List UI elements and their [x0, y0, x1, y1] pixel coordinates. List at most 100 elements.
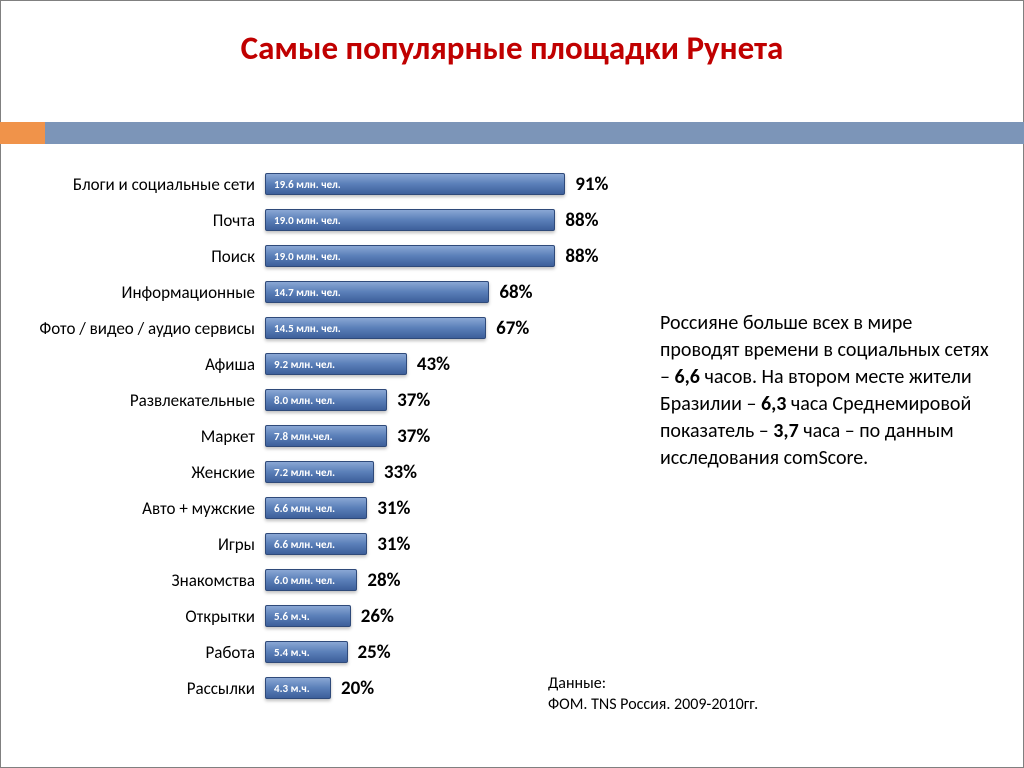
- bar-value-label: 5.4 м.ч.: [274, 646, 310, 659]
- bar: 7.2 млн. чел.: [265, 461, 374, 483]
- chart-row: Афиша 9.2 млн. чел. 43%: [0, 348, 640, 380]
- row-label: Женские: [0, 462, 265, 483]
- row-label: Информационные: [0, 282, 265, 303]
- bar-value-label: 6.6 млн. чел.: [274, 502, 335, 515]
- bar-value-label: 7.2 млн. чел.: [274, 466, 335, 479]
- row-label: Рассылки: [0, 678, 265, 699]
- bar: 14.7 млн. чел.: [265, 281, 489, 303]
- pct-label: 26%: [361, 605, 394, 628]
- bar-value-label: 8.0 млн. чел.: [274, 394, 335, 407]
- pct-label: 68%: [499, 281, 532, 304]
- bar-wrap: 14.7 млн. чел.: [265, 281, 489, 303]
- bar-wrap: 19.0 млн. чел.: [265, 209, 555, 231]
- chart-row: Игры 6.6 млн. чел. 31%: [0, 528, 640, 560]
- row-label: Работа: [0, 642, 265, 663]
- bar-wrap: 5.6 м.ч.: [265, 605, 351, 627]
- bar: 6.0 млн. чел.: [265, 569, 357, 591]
- row-label: Открытки: [0, 606, 265, 627]
- chart-row: Развлекательные 8.0 млн. чел. 37%: [0, 384, 640, 416]
- bar-wrap: 6.6 млн. чел.: [265, 497, 367, 519]
- pct-label: 88%: [565, 245, 598, 268]
- chart-row: Почта 19.0 млн. чел. 88%: [0, 204, 640, 236]
- row-label: Развлекательные: [0, 390, 265, 411]
- row-label: Блоги и социальные сети: [0, 174, 265, 195]
- row-label: Маркет: [0, 426, 265, 447]
- side-commentary: Россияне больше всех в мире проводят вре…: [660, 310, 990, 472]
- bar-value-label: 7.8 млн.чел.: [274, 430, 333, 443]
- side-bold: 3,7: [773, 419, 798, 443]
- bar-wrap: 6.0 млн. чел.: [265, 569, 357, 591]
- bar-wrap: 8.0 млн. чел.: [265, 389, 387, 411]
- pct-label: 31%: [377, 497, 410, 520]
- pct-label: 25%: [358, 641, 391, 664]
- source-line1: Данные:: [548, 674, 758, 695]
- bar: 19.0 млн. чел.: [265, 245, 555, 267]
- bar-value-label: 6.6 млн. чел.: [274, 538, 335, 551]
- accent-stripe: [0, 122, 1024, 144]
- bar-value-label: 14.7 млн. чел.: [274, 286, 341, 299]
- bar-wrap: 5.4 м.ч.: [265, 641, 348, 663]
- chart-row: Открытки 5.6 м.ч. 26%: [0, 600, 640, 632]
- accent-blue: [45, 122, 1024, 144]
- row-label: Поиск: [0, 246, 265, 267]
- bar-wrap: 7.8 млн.чел.: [265, 425, 387, 447]
- bar-wrap: 6.6 млн. чел.: [265, 533, 367, 555]
- pct-label: 43%: [417, 353, 450, 376]
- bar: 6.6 млн. чел.: [265, 533, 367, 555]
- pct-label: 31%: [377, 533, 410, 556]
- bar: 19.6 млн. чел.: [265, 173, 565, 195]
- bar: 14.5 млн. чел.: [265, 317, 486, 339]
- row-label: Игры: [0, 534, 265, 555]
- pct-label: 28%: [367, 569, 400, 592]
- bar: 9.2 млн. чел.: [265, 353, 407, 375]
- bar-value-label: 6.0 млн. чел.: [274, 574, 335, 587]
- pct-label: 91%: [575, 173, 608, 196]
- chart-row: Рассылки 4.3 м.ч. 20%: [0, 672, 640, 704]
- chart-row: Знакомства 6.0 млн. чел. 28%: [0, 564, 640, 596]
- pct-label: 88%: [565, 209, 598, 232]
- bar-wrap: 14.5 млн. чел.: [265, 317, 486, 339]
- pct-label: 37%: [397, 389, 430, 412]
- bar-value-label: 19.6 млн. чел.: [274, 178, 341, 191]
- bar: 19.0 млн. чел.: [265, 209, 555, 231]
- bar-value-label: 4.3 м.ч.: [274, 682, 310, 695]
- chart-row: Маркет 7.8 млн.чел. 37%: [0, 420, 640, 452]
- page-title: Самые популярные площадки Рунета: [0, 0, 1024, 68]
- bar: 8.0 млн. чел.: [265, 389, 387, 411]
- bar-wrap: 9.2 млн. чел.: [265, 353, 407, 375]
- chart-row: Авто + мужские 6.6 млн. чел. 31%: [0, 492, 640, 524]
- chart-row: Фото / видео / аудио сервисы14.5 млн. че…: [0, 312, 640, 344]
- bar: 7.8 млн.чел.: [265, 425, 387, 447]
- row-label: Афиша: [0, 354, 265, 375]
- bar: 4.3 м.ч.: [265, 677, 331, 699]
- bar: 5.4 м.ч.: [265, 641, 348, 663]
- pct-label: 37%: [397, 425, 430, 448]
- pct-label: 33%: [384, 461, 417, 484]
- bar: 5.6 м.ч.: [265, 605, 351, 627]
- chart-row: Работа 5.4 м.ч. 25%: [0, 636, 640, 668]
- bar-value-label: 19.0 млн. чел.: [274, 214, 341, 227]
- side-bold: 6,3: [761, 392, 786, 416]
- bar-value-label: 5.6 м.ч.: [274, 610, 310, 623]
- row-label: Почта: [0, 210, 265, 231]
- chart-row: Женские 7.2 млн. чел. 33%: [0, 456, 640, 488]
- chart-row: Блоги и социальные сети 19.6 млн. чел. 91%: [0, 168, 640, 200]
- bar-wrap: 19.6 млн. чел.: [265, 173, 565, 195]
- bar-wrap: 7.2 млн. чел.: [265, 461, 374, 483]
- bar: 6.6 млн. чел.: [265, 497, 367, 519]
- bar-value-label: 9.2 млн. чел.: [274, 358, 335, 371]
- chart-row: Поиск 19.0 млн. чел. 88%: [0, 240, 640, 272]
- bar-wrap: 4.3 м.ч.: [265, 677, 331, 699]
- pct-label: 20%: [341, 677, 374, 700]
- chart-row: Информационные 14.7 млн. чел. 68%: [0, 276, 640, 308]
- bar-wrap: 19.0 млн. чел.: [265, 245, 555, 267]
- source-line2: ФОМ. TNS Россия. 2009-2010гг.: [548, 695, 758, 716]
- bar-value-label: 19.0 млн. чел.: [274, 250, 341, 263]
- data-source: Данные: ФОМ. TNS Россия. 2009-2010гг.: [548, 674, 758, 716]
- accent-orange: [0, 122, 45, 144]
- side-bold: 6,6: [674, 365, 699, 389]
- row-label: Авто + мужские: [0, 498, 265, 519]
- bar-value-label: 14.5 млн. чел.: [274, 322, 341, 335]
- bar-chart: Блоги и социальные сети 19.6 млн. чел. 91%…: [0, 168, 640, 708]
- row-label: Знакомства: [0, 570, 265, 591]
